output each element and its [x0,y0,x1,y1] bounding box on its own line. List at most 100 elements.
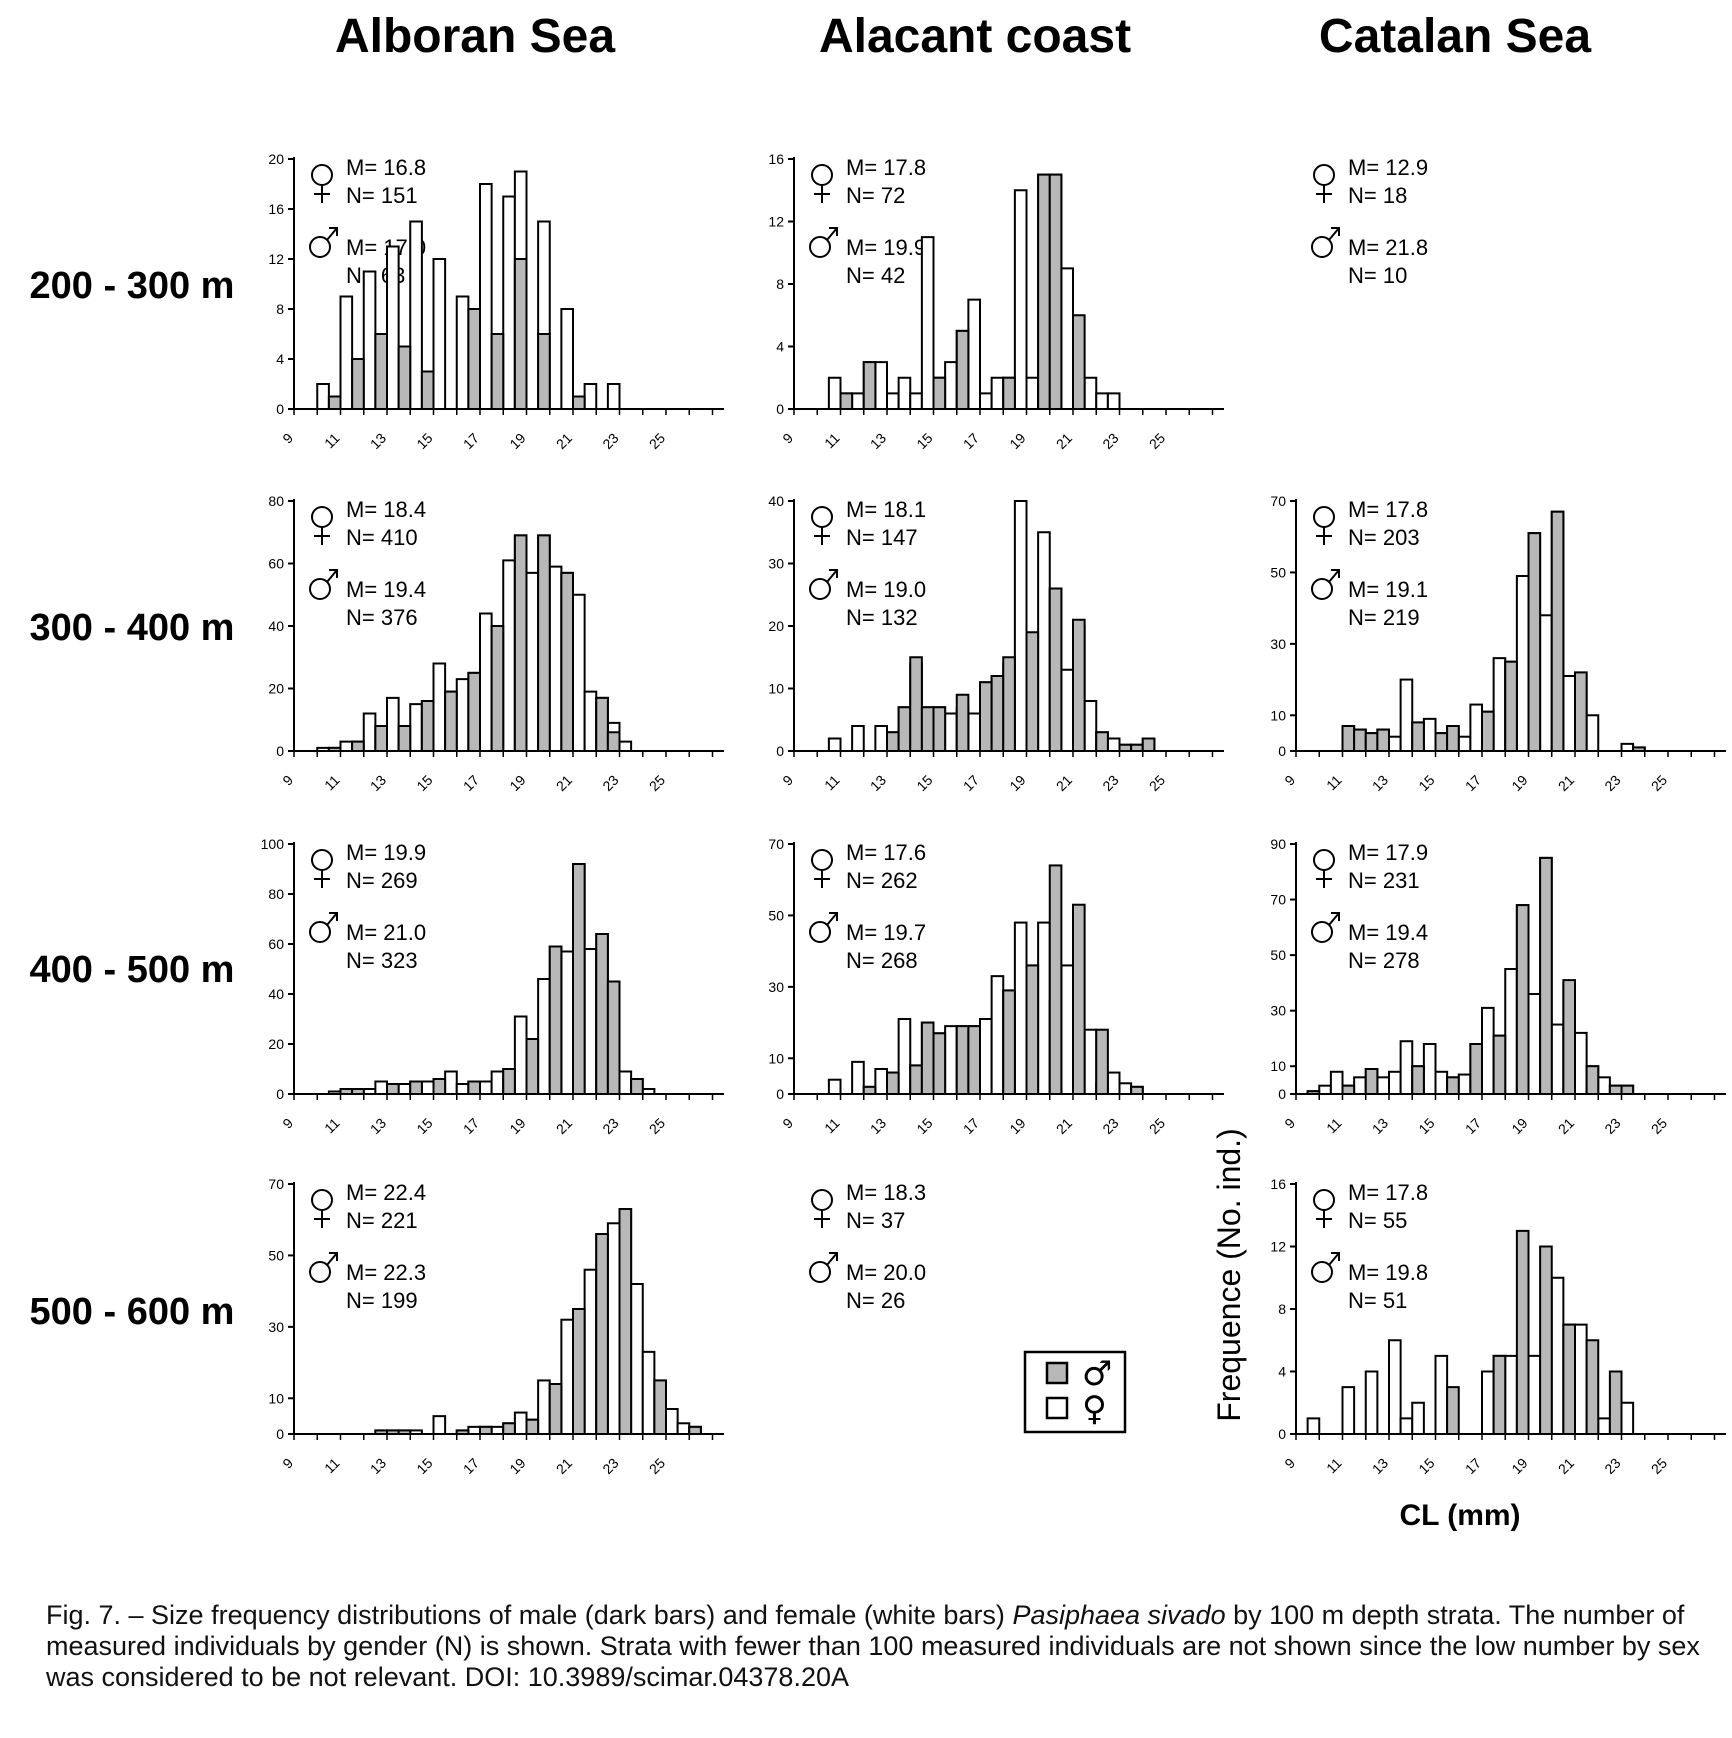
female-bar [316,383,330,410]
female-bar [1422,717,1437,752]
x-tick-label: 25 [646,430,668,452]
female-symbol-icon [1313,1189,1335,1211]
male-mean: M= 21.0 [346,920,426,945]
female-count: N= 37 [846,1208,905,1233]
male-bar [1492,1354,1507,1435]
female-bar [618,740,633,752]
female-bar [1422,1043,1437,1095]
female-symbol-cross [314,527,330,545]
male-bar [490,625,505,752]
male-bar [932,706,947,752]
column-title-catalan: Catalan Sea [1319,10,1591,63]
female-bar [490,1070,505,1095]
female-bar [1060,267,1074,410]
female-bar [409,1429,423,1436]
male-bar [955,693,970,752]
x-tick-label: 19 [1508,772,1530,794]
y-tick-label: 8 [1278,1301,1286,1317]
female-bar [409,703,423,752]
x-tick-label: 17 [1462,772,1484,794]
male-bar [339,1088,354,1095]
male-bar [1037,173,1051,410]
male-bar [1341,1084,1356,1095]
female-bar [618,1070,633,1095]
x-tick-label: 19 [1006,772,1028,794]
female-bar [1620,1401,1635,1435]
female-bar [537,1379,551,1436]
x-tick-label: 21 [553,772,575,794]
female-symbol-cross [1316,870,1332,888]
female-mean: M= 18.1 [846,497,926,522]
female-bar [1037,921,1051,1095]
x-tick-label: 23 [1601,772,1623,794]
male-bar [920,1021,935,1095]
male-bar [1025,964,1040,1096]
female-bar [874,361,888,410]
female-bar [874,1068,888,1095]
x-tick-label: 9 [279,430,296,447]
caption-species: Pasiphaea sivado [1012,1600,1226,1630]
female-bar [490,1425,505,1436]
female-bar [1504,968,1518,1095]
female-mean: M= 18.4 [346,497,426,522]
y-tick-label: 50 [1270,564,1286,580]
male-bar [1072,618,1086,752]
x-tick-label: 21 [1053,772,1075,794]
female-mean: M= 12.9 [1348,155,1428,180]
male-bar [1025,631,1040,752]
panel-11: M= 17.8 N= 55 M= 19.8 N= 51 0 4 8 12 16 9 11 13 15 17… [1270,1176,1726,1477]
female-bar [1083,1028,1098,1095]
female-bar [583,383,598,410]
male-bar [397,725,412,752]
female-bar [1399,1040,1414,1095]
male-bar [374,725,388,752]
x-tick-label: 15 [913,1115,935,1137]
female-bar [606,383,621,410]
female-bar [1562,675,1576,752]
female-mean: M= 16.8 [346,155,426,180]
male-bar [467,671,481,752]
male-bar [1002,656,1016,752]
male-bar [1504,660,1518,753]
x-tick-label: 15 [413,1455,435,1477]
male-bar [1539,1245,1553,1435]
male-mean: M= 21.8 [1348,235,1428,260]
panel-2: M= 12.9 N= 18 M= 21.8 N= 10 [1311,155,1428,288]
male-symbol-arrow [326,569,338,583]
female-bar [397,1083,412,1095]
y-tick-label: 40 [268,618,284,634]
male-bar [386,1083,400,1095]
male-symbol-arrow [826,1252,838,1266]
female-bar [1527,993,1542,1095]
y-tick-label: 80 [268,886,284,902]
x-tick-label: 9 [779,1115,796,1132]
male-bar [897,706,912,752]
x-tick-label: 25 [1146,772,1168,794]
male-bar [397,345,412,410]
male-bar [397,1429,412,1436]
female-bar [467,1425,481,1436]
male-bar [351,1088,365,1095]
female-bar [1341,1386,1356,1435]
x-tick-label: 13 [1369,1455,1391,1477]
female-mean: M= 22.4 [346,1180,426,1205]
x-tick-label: 23 [1099,1115,1121,1137]
female-bar [1376,1076,1390,1096]
male-bar [1574,671,1588,753]
female-bar [479,612,493,752]
male-mean: M= 19.4 [1348,920,1428,945]
y-tick-label: 0 [276,401,284,417]
male-bar [1095,1028,1109,1095]
male-bar [1002,989,1016,1096]
male-bar [513,258,528,410]
female-bar [339,740,354,752]
male-mean: M= 19.7 [846,920,926,945]
female-bar [1388,1070,1402,1096]
panel-7: M= 17.6 N= 262 M= 19.7 N= 268 0 10 30 50 70 9 11 13… [768,836,1224,1137]
male-bar [1550,510,1565,753]
female-count: N= 410 [346,525,418,550]
female-bar [1481,1370,1495,1435]
male-bar [409,1080,423,1095]
female-bar [455,295,470,410]
x-tick-label: 9 [279,1455,296,1472]
